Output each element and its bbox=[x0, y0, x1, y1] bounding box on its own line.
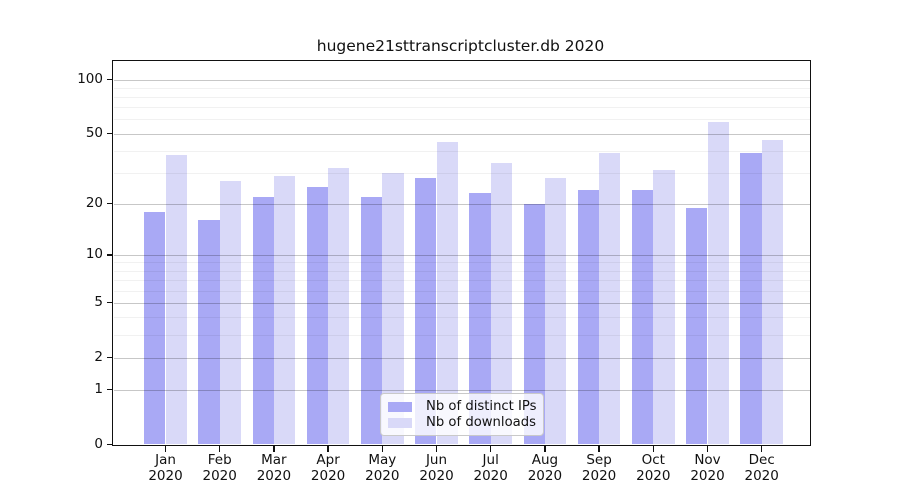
y-tick-label-1: 1 bbox=[94, 381, 103, 398]
legend-item-distinct-ips: Nb of distinct IPs bbox=[388, 399, 537, 414]
y-tick-label-20: 20 bbox=[85, 195, 103, 212]
x-tick-label-feb: Feb 2020 bbox=[202, 452, 237, 484]
bar-distinct-ips-aug bbox=[523, 203, 545, 445]
y-tick-label-100: 100 bbox=[77, 71, 103, 88]
bar-distinct-ips-apr bbox=[306, 186, 329, 445]
y-tick-100 bbox=[106, 78, 113, 81]
gridline-minor-40 bbox=[113, 150, 810, 152]
legend-label-downloads: Nb of downloads bbox=[426, 415, 536, 430]
y-tick-2 bbox=[106, 356, 113, 359]
y-tick-50 bbox=[106, 132, 113, 135]
bar-downloads-dec bbox=[761, 140, 783, 445]
x-tick-nov bbox=[706, 446, 709, 452]
x-tick-label-jun: Jun 2020 bbox=[419, 452, 454, 484]
x-tick-oct bbox=[652, 446, 654, 452]
gridline-major-100 bbox=[113, 79, 810, 81]
x-tick-mar bbox=[273, 446, 275, 452]
y-tick-label-5: 5 bbox=[94, 294, 103, 311]
chart-title: hugene21sttranscriptcluster.db 2020 bbox=[316, 37, 605, 55]
y-tick-5 bbox=[106, 302, 113, 304]
y-tick-0 bbox=[106, 443, 113, 446]
x-tick-may bbox=[381, 446, 383, 452]
x-tick-feb bbox=[219, 446, 221, 452]
bar-distinct-ips-nov bbox=[686, 207, 708, 445]
bar-downloads-may bbox=[382, 172, 404, 445]
bar-downloads-oct bbox=[653, 170, 675, 445]
bar-distinct-ips-oct bbox=[632, 190, 654, 445]
bar-downloads-feb bbox=[219, 181, 241, 445]
legend-label-distinct-ips: Nb of distinct IPs bbox=[426, 399, 537, 414]
y-tick-10 bbox=[106, 254, 113, 256]
y-tick-label-0: 0 bbox=[94, 436, 103, 452]
bar-downloads-jul bbox=[490, 163, 512, 445]
x-tick-label-nov: Nov 2020 bbox=[690, 452, 725, 484]
x-tick-jul bbox=[490, 446, 492, 452]
legend-swatch-downloads bbox=[388, 417, 412, 428]
legend-swatch-distinct-ips bbox=[388, 401, 412, 412]
bar-distinct-ips-jan bbox=[144, 211, 166, 445]
x-tick-sep bbox=[598, 446, 600, 452]
y-tick-label-50: 50 bbox=[85, 125, 103, 142]
bar-downloads-jan bbox=[165, 154, 187, 445]
x-tick-apr bbox=[327, 446, 329, 452]
x-tick-aug bbox=[544, 446, 546, 452]
x-tick-label-apr: Apr 2020 bbox=[310, 452, 346, 484]
bar-distinct-ips-may bbox=[361, 196, 383, 445]
x-tick-label-jul: Jul 2020 bbox=[473, 452, 508, 484]
gridline-minor-80 bbox=[113, 97, 810, 99]
x-tick-jan bbox=[164, 446, 167, 452]
legend: Nb of distinct IPs Nb of downloads bbox=[380, 393, 544, 436]
x-tick-label-sep: Sep 2020 bbox=[581, 452, 617, 484]
legend-item-downloads: Nb of downloads bbox=[388, 415, 536, 430]
bar-distinct-ips-sep bbox=[577, 190, 600, 445]
bar-downloads-sep bbox=[599, 152, 621, 445]
bar-distinct-ips-feb bbox=[198, 220, 220, 445]
bar-downloads-jun bbox=[436, 141, 458, 445]
bar-distinct-ips-mar bbox=[252, 196, 274, 445]
x-tick-dec bbox=[761, 446, 763, 452]
y-tick-label-2: 2 bbox=[94, 349, 103, 366]
bar-distinct-ips-dec bbox=[740, 152, 762, 445]
x-tick-label-may: May 2020 bbox=[365, 452, 400, 484]
x-tick-label-oct: Oct 2020 bbox=[636, 452, 671, 484]
gridline-minor-30 bbox=[113, 172, 810, 174]
bar-downloads-mar bbox=[273, 175, 296, 445]
x-tick-label-mar: Mar 2020 bbox=[256, 452, 292, 484]
bar-downloads-nov bbox=[707, 122, 729, 445]
y-tick-label-10: 10 bbox=[85, 246, 103, 263]
x-tick-label-aug: Aug 2020 bbox=[527, 452, 563, 484]
x-tick-label-dec: Dec 2020 bbox=[744, 452, 779, 484]
gridline-minor-90 bbox=[113, 87, 810, 89]
gridline-minor-60 bbox=[113, 119, 810, 121]
gridline-major-20 bbox=[113, 203, 810, 205]
y-tick-1 bbox=[106, 389, 113, 391]
bar-distinct-ips-jul bbox=[469, 193, 491, 445]
y-tick-20 bbox=[106, 203, 113, 205]
bar-downloads-aug bbox=[544, 178, 567, 445]
x-tick-jun bbox=[435, 446, 438, 452]
x-tick-label-jan: Jan 2020 bbox=[148, 452, 183, 484]
gridline-major-50 bbox=[113, 133, 810, 135]
bar-downloads-apr bbox=[328, 168, 350, 445]
bar-distinct-ips-jun bbox=[415, 178, 437, 445]
gridline-minor-70 bbox=[113, 107, 810, 109]
